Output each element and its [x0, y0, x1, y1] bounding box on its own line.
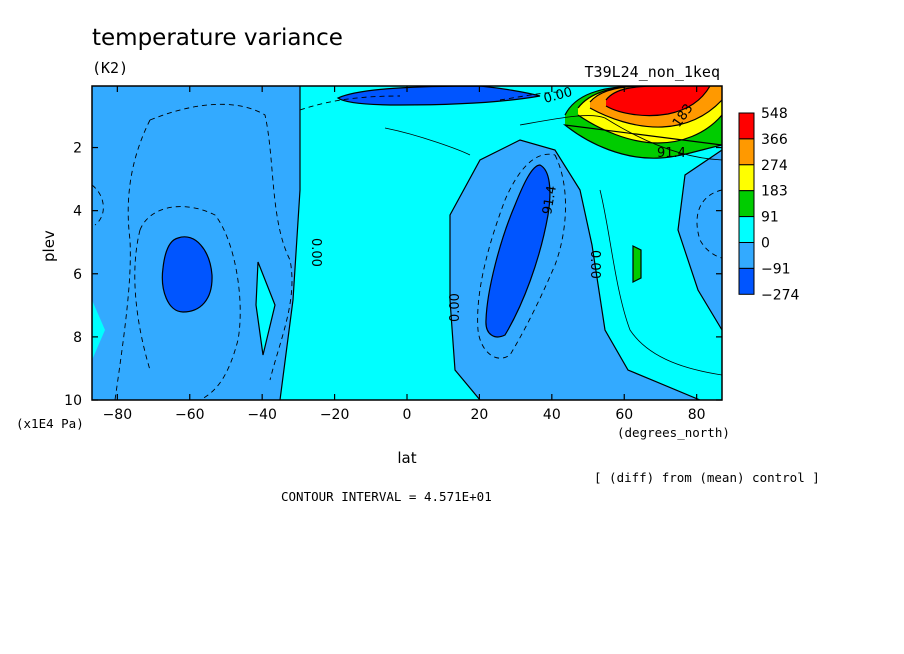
x-axis-label: lat — [397, 449, 416, 467]
chart-title: temperature variance — [92, 25, 343, 51]
contour-label: 0.00 — [308, 238, 323, 267]
dashed-contour-left-inner — [134, 206, 241, 400]
x-tick-label: 0 — [403, 407, 412, 423]
zero-contour-left — [279, 86, 301, 400]
x-tick-label: 20 — [470, 407, 488, 423]
y-tick-label: 10 — [64, 393, 82, 409]
x-axis: −80 −60 −40 −20 0 20 40 60 80 — [103, 86, 706, 423]
plot-area: 0.00 0.00 0.00 0.00 91.4 91.4 183 — [92, 86, 722, 400]
contour-green-strip — [632, 245, 642, 283]
colorbar-label: 366 — [761, 132, 788, 148]
colorbar-swatch — [738, 242, 755, 269]
contour-left-blob — [161, 236, 213, 313]
zero-contour-middle — [449, 139, 701, 400]
colorbar-label: 91 — [761, 210, 779, 226]
x-tick-label: 80 — [688, 407, 706, 423]
cyan-patch-far-left — [92, 300, 105, 360]
contour-label: 91.4 — [540, 185, 560, 216]
contour-positive-thin-2 — [599, 189, 722, 376]
colorbar-label: 0 — [761, 236, 770, 252]
y-tick-label: 8 — [73, 330, 82, 346]
footnote: [ (diff) from (mean) control ] — [594, 470, 820, 485]
colorbar-label: −274 — [761, 287, 800, 303]
chart-units: (K2) — [92, 59, 128, 77]
y-tick-label: 2 — [73, 141, 82, 157]
colorbar-swatch — [738, 267, 755, 295]
y-tick-label: 4 — [73, 204, 82, 220]
blue-blob-top — [338, 86, 540, 105]
colorbar-swatch — [738, 190, 755, 218]
green-strip — [633, 246, 641, 282]
x-tick-label: −60 — [175, 407, 205, 423]
y-axis-units: (x1E4 Pa) — [16, 416, 84, 431]
contour-positive-thin — [384, 115, 722, 161]
y-axis: 2 4 6 8 10 — [64, 141, 722, 409]
x-tick-label: 40 — [543, 407, 561, 423]
colorbar-swatch — [738, 112, 755, 140]
x-tick-label: 60 — [615, 407, 633, 423]
contour-middle-blob — [485, 164, 551, 338]
cyan-patch-left — [256, 262, 275, 355]
contour-lines — [161, 86, 722, 400]
y-tick-label: 6 — [73, 267, 82, 283]
zero-contour-right — [677, 149, 722, 331]
y-axis-label: plev — [40, 230, 58, 262]
dashed-contour-left-outer — [114, 103, 293, 400]
colorbar-swatch — [738, 164, 755, 192]
colorbar-label: 274 — [761, 158, 788, 174]
dashed-contour-top — [299, 91, 561, 111]
run-label: T39L24_non_1keq — [585, 63, 720, 81]
x-tick-label: −80 — [103, 407, 133, 423]
zero-contour-patch — [255, 261, 276, 356]
blue-blob-left — [162, 236, 213, 312]
x-tick-label: −40 — [247, 407, 277, 423]
colorbar-label: −91 — [761, 261, 791, 277]
colorbar-label: 183 — [761, 184, 788, 200]
contour-label: 0.00 — [587, 250, 602, 279]
colorbar-swatch — [738, 138, 755, 166]
colorbar-label: 548 — [761, 106, 788, 122]
contour-dashed — [92, 91, 722, 400]
dashed-contour-far-left — [92, 184, 104, 226]
red-core — [619, 88, 686, 111]
dashed-contour-middle — [477, 153, 566, 359]
contour-label: 91.4 — [657, 146, 686, 161]
contour-top-blob — [336, 86, 541, 106]
colorbar: 548 366 274 183 91 0 −91 −274 — [738, 106, 800, 303]
x-axis-units: (degrees_north) — [617, 425, 730, 440]
contour-interval: CONTOUR INTERVAL = 4.571E+01 — [281, 489, 492, 504]
blue-blob-middle — [485, 165, 550, 337]
cyan-region — [280, 86, 722, 400]
contour-label: 0.00 — [448, 293, 463, 322]
x-tick-label: −20 — [320, 407, 350, 423]
colorbar-swatch — [738, 216, 755, 244]
